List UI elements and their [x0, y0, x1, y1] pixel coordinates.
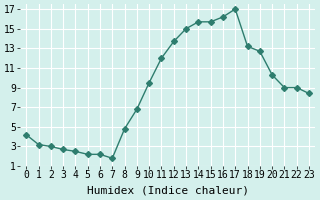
- X-axis label: Humidex (Indice chaleur): Humidex (Indice chaleur): [87, 186, 249, 196]
